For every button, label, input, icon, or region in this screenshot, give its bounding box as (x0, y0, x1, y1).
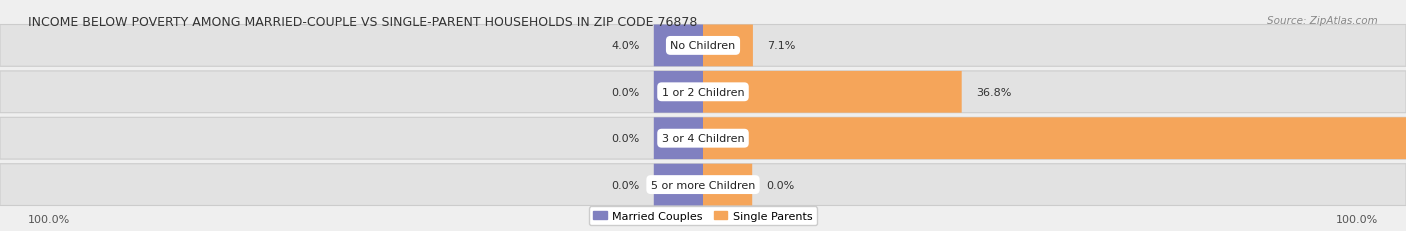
Text: 100.0%: 100.0% (28, 214, 70, 225)
Text: 0.0%: 0.0% (766, 180, 794, 190)
FancyBboxPatch shape (703, 118, 1406, 159)
FancyBboxPatch shape (654, 72, 703, 113)
FancyBboxPatch shape (0, 25, 1406, 67)
Text: 4.0%: 4.0% (612, 41, 640, 51)
FancyBboxPatch shape (654, 25, 703, 67)
Text: 100.0%: 100.0% (1336, 214, 1378, 225)
FancyBboxPatch shape (0, 164, 1406, 206)
FancyBboxPatch shape (654, 164, 703, 206)
Text: Source: ZipAtlas.com: Source: ZipAtlas.com (1267, 16, 1378, 26)
FancyBboxPatch shape (654, 118, 703, 159)
Text: 0.0%: 0.0% (612, 134, 640, 144)
FancyBboxPatch shape (703, 72, 962, 113)
Text: 0.0%: 0.0% (612, 87, 640, 97)
FancyBboxPatch shape (703, 25, 754, 67)
Text: 1 or 2 Children: 1 or 2 Children (662, 87, 744, 97)
Text: 0.0%: 0.0% (612, 180, 640, 190)
FancyBboxPatch shape (0, 118, 1406, 159)
Text: 5 or more Children: 5 or more Children (651, 180, 755, 190)
Text: 7.1%: 7.1% (768, 41, 796, 51)
Text: 3 or 4 Children: 3 or 4 Children (662, 134, 744, 144)
FancyBboxPatch shape (0, 72, 1406, 113)
Text: INCOME BELOW POVERTY AMONG MARRIED-COUPLE VS SINGLE-PARENT HOUSEHOLDS IN ZIP COD: INCOME BELOW POVERTY AMONG MARRIED-COUPL… (28, 16, 697, 29)
Text: 36.8%: 36.8% (976, 87, 1011, 97)
FancyBboxPatch shape (703, 164, 752, 206)
Legend: Married Couples, Single Parents: Married Couples, Single Parents (589, 207, 817, 225)
Text: No Children: No Children (671, 41, 735, 51)
